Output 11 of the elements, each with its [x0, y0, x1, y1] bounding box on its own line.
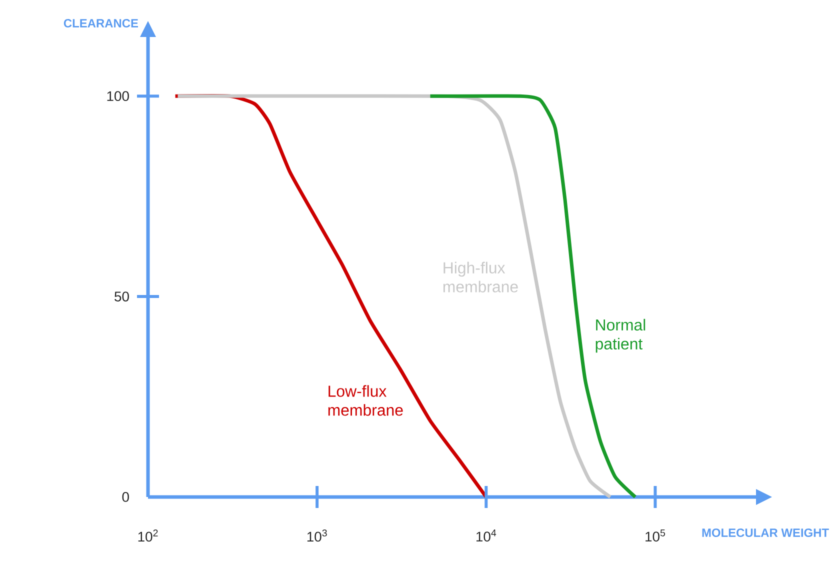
y-tick-label: 50	[114, 292, 129, 302]
x-tick-label: 10$^{4}$	[476, 530, 496, 542]
x-tick-label: 10$^{2}$	[138, 530, 158, 542]
series-label: Normal patient	[596, 318, 646, 353]
series-label: Low-flux membrane	[328, 385, 403, 416]
x-tick-label: 10$^{5}$	[646, 530, 666, 542]
x-axis-title: MOLECULAR WEIGHT	[702, 528, 829, 537]
x-tick-label: 10$^{3}$	[307, 530, 327, 542]
y-axis-title: CLEARANCE	[64, 19, 138, 28]
y-tick-label: 100	[107, 91, 129, 102]
y-tick-label: 0	[122, 492, 129, 502]
